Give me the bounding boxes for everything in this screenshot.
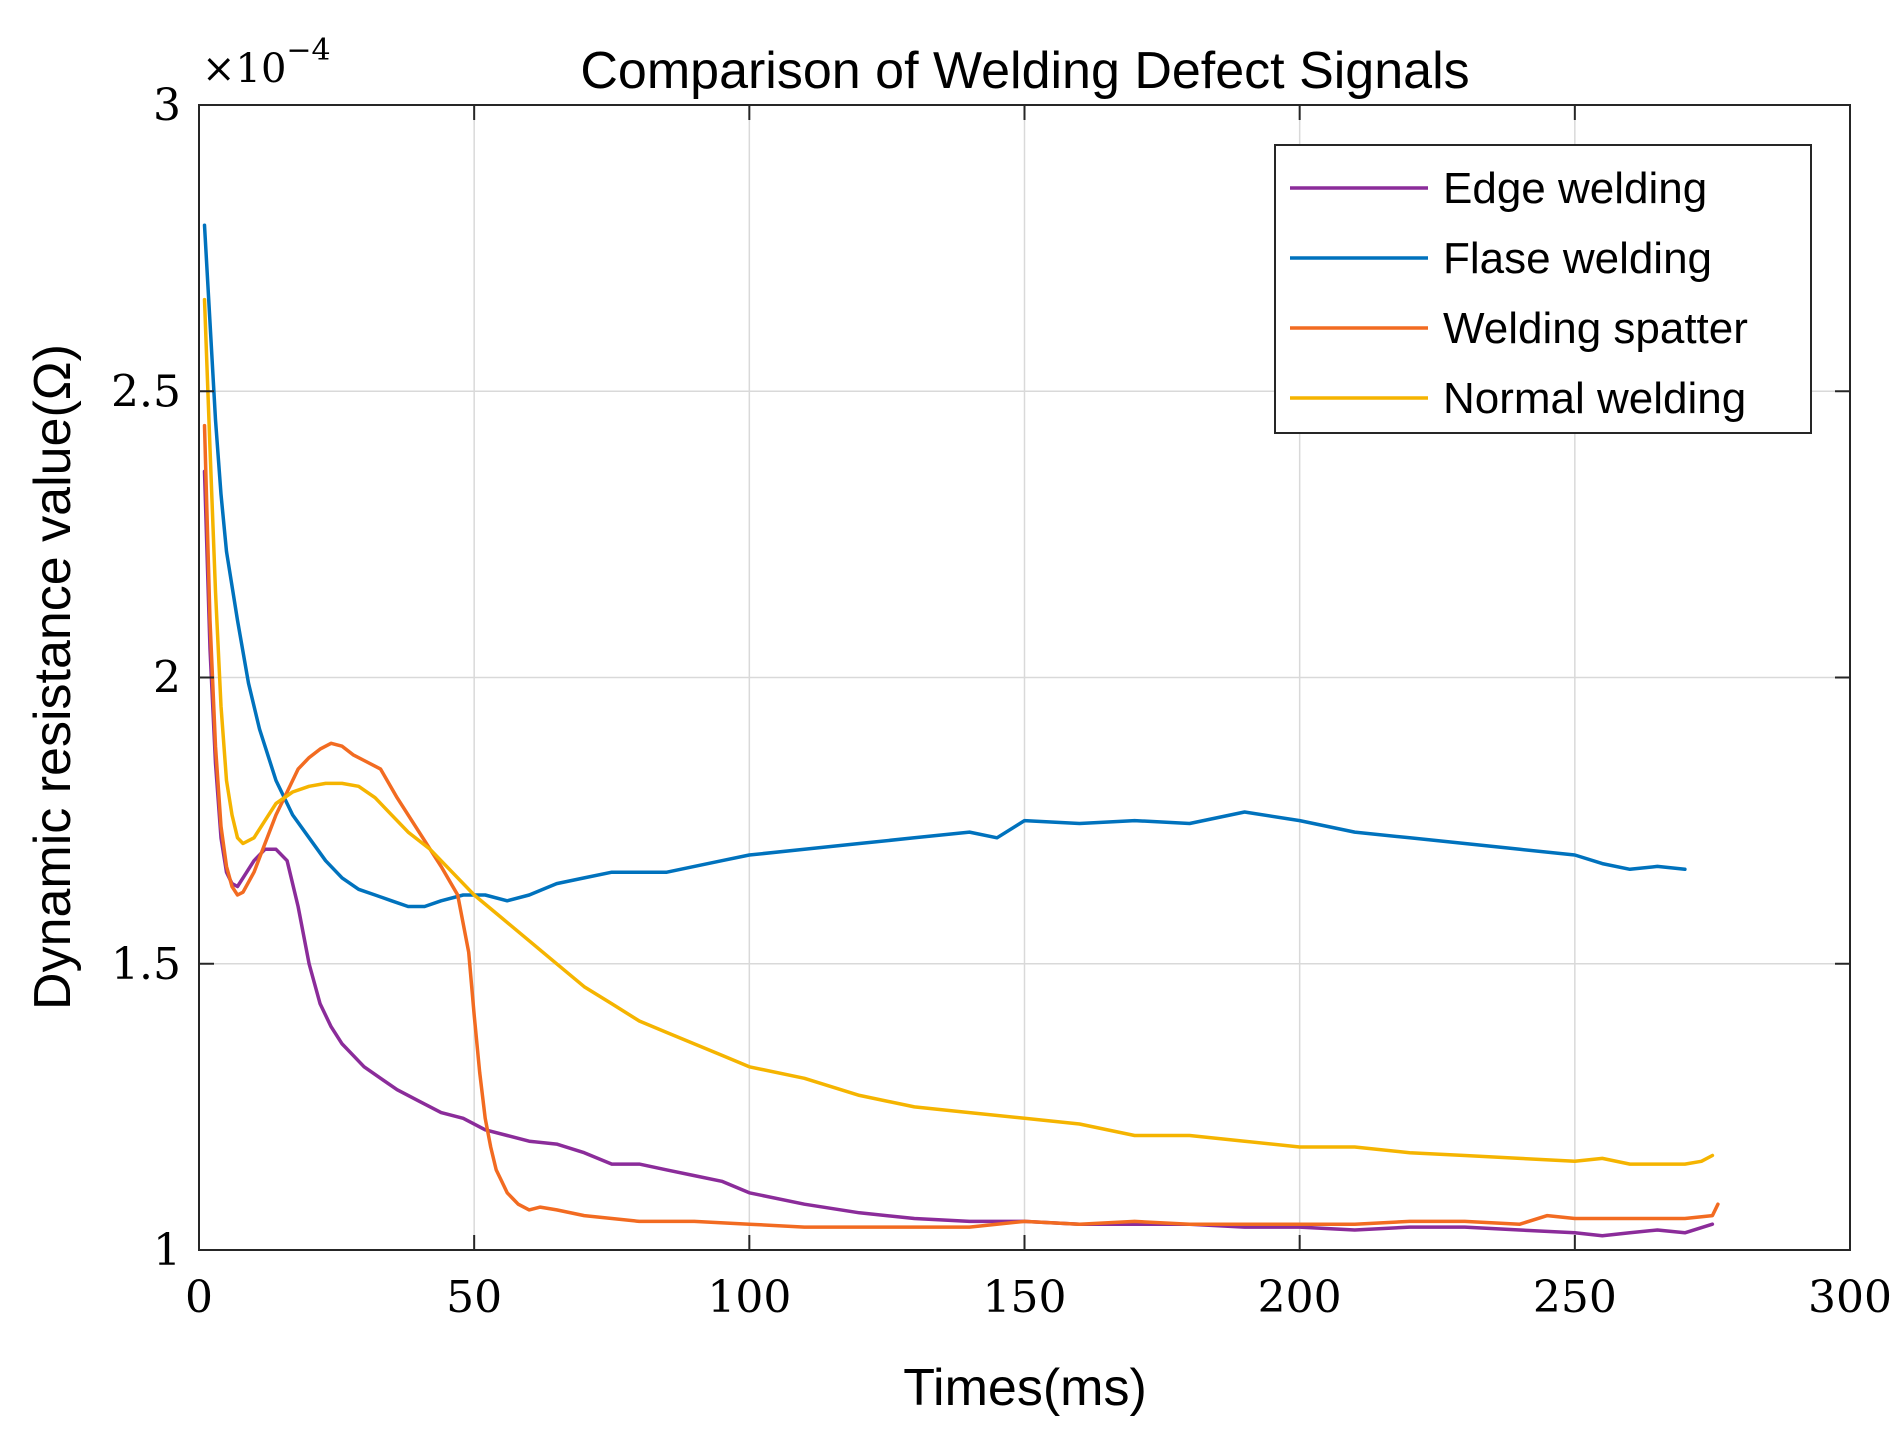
y-tick-label: 3 <box>153 80 181 131</box>
x-tick-label: 100 <box>707 1272 791 1323</box>
y-tick-label: 2 <box>153 653 181 704</box>
legend-item-welding-spatter: Welding spatter <box>1290 304 1748 353</box>
x-tick-label: 50 <box>446 1272 502 1323</box>
x-tick-label: 150 <box>983 1272 1067 1323</box>
legend-label: Flase welding <box>1443 234 1712 283</box>
x-tick-labels: 0 50 100 150 200 250 300 <box>185 1272 1892 1323</box>
series-line-edge-welding <box>202 469 1715 1238</box>
legend: Edge welding Flase welding Welding spatter… <box>1274 144 1812 434</box>
y-tick-label: 1.5 <box>111 939 181 990</box>
series-line-flase-welding <box>202 223 1687 909</box>
tick-marks <box>198 104 1851 1251</box>
legend-label: Normal welding <box>1443 374 1746 423</box>
legend-label: Edge welding <box>1443 164 1707 213</box>
y-axis-label: Dynamic resistance value(Ω) <box>24 344 82 1010</box>
chart-title: Comparison of Welding Defect Signals <box>580 42 1469 100</box>
x-tick-label: 300 <box>1808 1272 1892 1323</box>
x-tick-label: 200 <box>1258 1272 1342 1323</box>
legend-box <box>1274 144 1812 434</box>
y-tick-label: 2.5 <box>111 366 181 417</box>
x-tick-label: 0 <box>185 1272 213 1323</box>
legend-items: Edge welding Flase welding Welding spatter… <box>1290 164 1748 423</box>
series-line-welding-spatter <box>202 423 1720 1229</box>
series-layer <box>202 223 1720 1238</box>
y-tick-labels: 1 1.5 2 2.5 3 <box>111 80 181 1276</box>
legend-label: Welding spatter <box>1443 304 1748 353</box>
x-axis-label: Times(ms) <box>903 1359 1147 1417</box>
legend-item-flase-welding: Flase welding <box>1290 234 1712 283</box>
legend-item-normal-welding: Normal welding <box>1290 374 1746 423</box>
x-tick-label: 250 <box>1533 1272 1617 1323</box>
y-axis-multiplier: ×10−4 <box>202 33 331 92</box>
legend-item-edge-welding: Edge welding <box>1290 164 1707 213</box>
series-line-normal-welding <box>202 297 1715 1166</box>
y-tick-label: 1 <box>153 1225 181 1276</box>
